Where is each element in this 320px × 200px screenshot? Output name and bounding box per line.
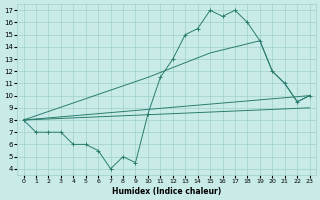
X-axis label: Humidex (Indice chaleur): Humidex (Indice chaleur) <box>112 187 221 196</box>
